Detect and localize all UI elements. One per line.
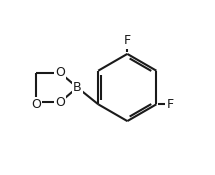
Text: B: B (73, 81, 82, 94)
Text: F: F (166, 98, 173, 111)
Text: O: O (55, 96, 65, 109)
Text: F: F (124, 34, 131, 47)
Text: O: O (55, 66, 65, 79)
Text: O: O (31, 98, 41, 111)
